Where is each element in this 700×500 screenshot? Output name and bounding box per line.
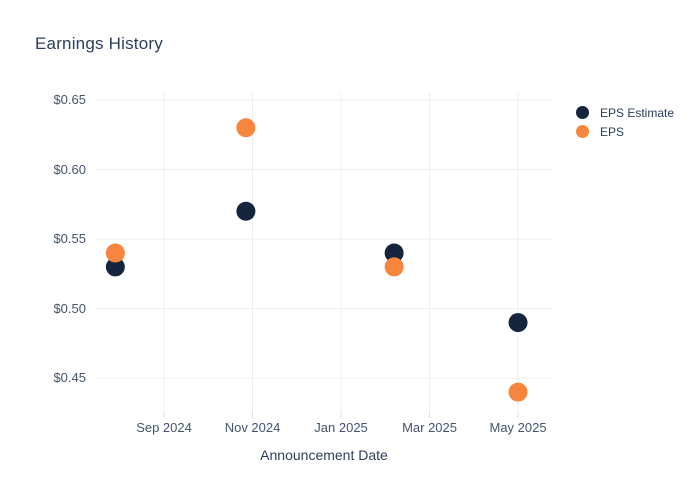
legend: EPS Estimate EPS (576, 103, 674, 141)
x-axis-title: Announcement Date (260, 447, 388, 463)
data-point-eps-estimate[interactable] (508, 313, 528, 333)
legend-item-eps[interactable]: EPS (576, 122, 674, 141)
data-point-eps-estimate[interactable] (384, 243, 404, 263)
data-point-eps-estimate[interactable] (236, 201, 256, 221)
y-tick-label: $0.50 (53, 300, 86, 316)
legend-label-eps-estimate: EPS Estimate (600, 105, 675, 120)
y-tick-label: $0.60 (53, 161, 86, 177)
data-point-eps[interactable] (236, 118, 256, 138)
x-tick-label: Sep 2024 (136, 420, 192, 435)
x-tick-label: Mar 2025 (402, 420, 457, 435)
data-point-eps[interactable] (384, 257, 404, 277)
chart-title: Earnings History (35, 34, 163, 53)
y-tick-label: $0.45 (53, 370, 86, 386)
eps-estimate-marker-icon (576, 106, 589, 119)
x-tick-label: May 2025 (489, 420, 547, 435)
legend-item-eps-estimate[interactable]: EPS Estimate (576, 103, 674, 122)
x-tick-label: Jan 2025 (314, 420, 368, 435)
eps-marker-icon (576, 125, 589, 138)
y-tick-label: $0.55 (53, 231, 86, 247)
data-point-eps-estimate[interactable] (105, 257, 125, 277)
y-tick-label: $0.65 (53, 91, 86, 107)
data-point-eps[interactable] (105, 243, 125, 263)
data-point-eps[interactable] (508, 382, 528, 402)
x-tick-label: Nov 2024 (224, 420, 281, 435)
legend-label-eps: EPS (600, 124, 625, 139)
